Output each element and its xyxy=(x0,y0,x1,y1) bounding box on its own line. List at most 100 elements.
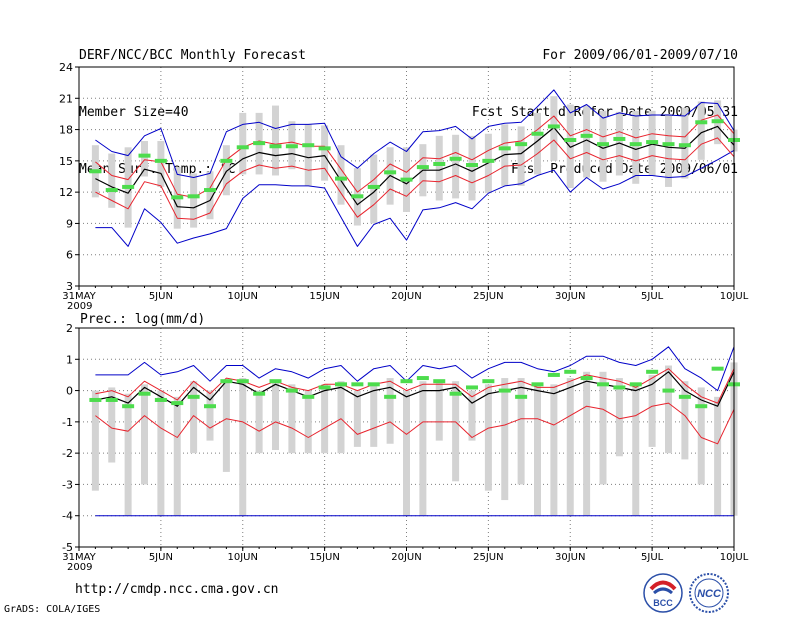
x-tick-label: 10JUL xyxy=(720,291,749,302)
obs-marker xyxy=(335,382,347,387)
spread-bar xyxy=(239,378,247,516)
spread-bar xyxy=(124,393,132,516)
y-tick-label: 1 xyxy=(66,353,73,366)
obs-marker xyxy=(253,391,266,396)
spread-bar xyxy=(321,125,329,181)
obs-marker xyxy=(285,388,298,393)
spread-bar xyxy=(550,384,558,516)
y-tick-label: 21 xyxy=(59,92,73,105)
obs-marker xyxy=(416,165,429,170)
obs-marker xyxy=(122,404,135,409)
obs-marker xyxy=(515,142,528,147)
ensemble-mean-line xyxy=(95,125,735,209)
spread-bar xyxy=(304,124,312,186)
obs-marker xyxy=(220,158,233,163)
spread-bar xyxy=(353,390,361,447)
spread-bar xyxy=(222,381,230,472)
spread-bar xyxy=(484,384,492,491)
obs-marker xyxy=(204,404,216,409)
obs-marker xyxy=(482,379,495,384)
obs-marker xyxy=(171,195,184,200)
obs-marker xyxy=(89,397,102,402)
obs-marker xyxy=(433,379,446,384)
x-tick-label: 20JUN xyxy=(391,291,421,302)
spread-bar xyxy=(452,381,460,482)
spread-bar xyxy=(222,145,230,196)
obs-marker xyxy=(547,372,560,377)
spread-bar xyxy=(665,113,672,187)
x-tick-label: 10JUN xyxy=(228,291,258,302)
spread-bar xyxy=(239,112,247,175)
ensemble-min-line xyxy=(95,149,735,247)
spread-bar xyxy=(468,390,476,441)
spread-bar xyxy=(697,387,705,485)
obs-marker xyxy=(547,124,560,129)
x-tick-label: 10JUN xyxy=(228,552,258,563)
obs-marker xyxy=(662,142,675,147)
obs-marker xyxy=(384,170,397,175)
spread-bar xyxy=(583,371,591,516)
spread-bar xyxy=(108,387,116,463)
spread-bar xyxy=(435,135,443,201)
bcc-logo: BCC xyxy=(642,572,684,614)
y-tick-label: 2 xyxy=(66,322,73,335)
y-tick-label: 15 xyxy=(59,155,73,168)
obs-marker xyxy=(204,188,216,193)
obs-marker xyxy=(416,376,429,381)
y-tick-label: 18 xyxy=(59,124,73,137)
x-tick-label: 25JUN xyxy=(473,291,503,302)
spread-bar xyxy=(386,378,394,444)
y-tick-label: -1 xyxy=(62,416,73,429)
obs-marker xyxy=(318,146,331,151)
chart-title: DERF/NCC/BCC Monthly Forecast xyxy=(79,48,306,63)
obs-marker xyxy=(580,133,593,138)
spread-bar xyxy=(534,384,541,516)
obs-marker xyxy=(580,376,593,381)
ncc-logo: NCC xyxy=(688,572,730,614)
footer-url[interactable]: http://cmdp.ncc.cma.gov.cn xyxy=(75,582,279,597)
obs-marker xyxy=(498,388,511,393)
obs-marker xyxy=(89,169,102,174)
y-tick-label: 12 xyxy=(59,186,73,199)
obs-marker xyxy=(105,397,118,402)
x-tick-label: 5JUN xyxy=(149,291,173,302)
spread-bar xyxy=(501,378,509,501)
obs-marker xyxy=(285,144,298,149)
spread-bar xyxy=(648,374,656,447)
obs-marker xyxy=(466,385,478,390)
obs-marker xyxy=(138,391,151,396)
obs-marker xyxy=(122,184,135,189)
obs-marker xyxy=(400,177,413,182)
obs-marker xyxy=(154,397,167,402)
obs-marker xyxy=(711,119,724,124)
spread-bar xyxy=(419,381,427,516)
obs-marker xyxy=(629,142,642,147)
ensemble-mean-line xyxy=(95,371,735,407)
std-lower-line xyxy=(95,137,735,220)
spread-bar xyxy=(632,384,640,516)
x-tick-label: 10JUL xyxy=(720,552,749,563)
obs-marker xyxy=(498,146,511,151)
obs-marker xyxy=(678,394,691,399)
obs-marker xyxy=(564,369,577,374)
x-tick-label: 2009 xyxy=(67,562,92,573)
y-tick-label: 24 xyxy=(59,61,73,74)
ncc-logo-text: NCC xyxy=(697,588,722,600)
spread-bar xyxy=(517,378,525,485)
precip-panel-title: Prec.: log(mm/d) xyxy=(80,312,205,327)
spread-bar xyxy=(190,381,198,454)
spread-bar xyxy=(272,105,279,176)
obs-marker xyxy=(351,194,364,199)
obs-marker xyxy=(187,394,200,399)
x-tick-label: 5JUL xyxy=(641,291,664,302)
x-tick-label: 20JUN xyxy=(391,552,421,563)
obs-marker xyxy=(449,391,462,396)
obs-marker xyxy=(662,388,675,393)
obs-marker xyxy=(220,379,233,384)
spread-bar xyxy=(714,396,722,516)
x-tick-label: 15JUN xyxy=(309,291,339,302)
spread-bar xyxy=(632,110,640,184)
y-tick-label: -5 xyxy=(62,541,73,554)
y-tick-label: -3 xyxy=(62,478,73,491)
